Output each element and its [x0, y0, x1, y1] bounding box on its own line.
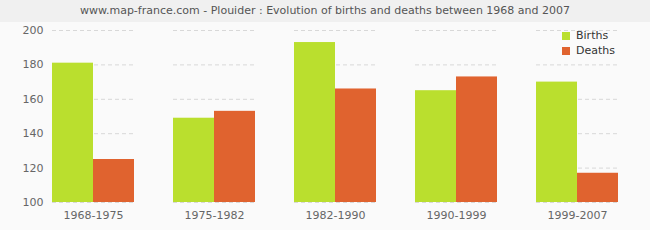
- svg-text:1975-1982: 1975-1982: [185, 209, 245, 222]
- svg-text:1968-1975: 1968-1975: [64, 209, 124, 222]
- html-text:Births: Births: [576, 29, 609, 42]
- svg-text:100: 100: [23, 196, 44, 209]
- svg-text:1999-2007: 1999-2007: [548, 209, 608, 222]
- svg-text:180: 180: [23, 58, 44, 71]
- html-text:Deaths: Deaths: [576, 44, 615, 57]
- svg-text:160: 160: [23, 93, 44, 106]
- svg-text:140: 140: [23, 127, 44, 140]
- svg-text:1982-1990: 1982-1990: [306, 209, 366, 222]
- svg-text:200: 200: [23, 24, 44, 37]
- svg-text:1990-1999: 1990-1999: [427, 209, 487, 222]
- html-text:www.map-france.com - Plouider: www.map-france.com - Plouider : Evolutio…: [80, 4, 570, 17]
- svg-text:120: 120: [23, 162, 44, 175]
